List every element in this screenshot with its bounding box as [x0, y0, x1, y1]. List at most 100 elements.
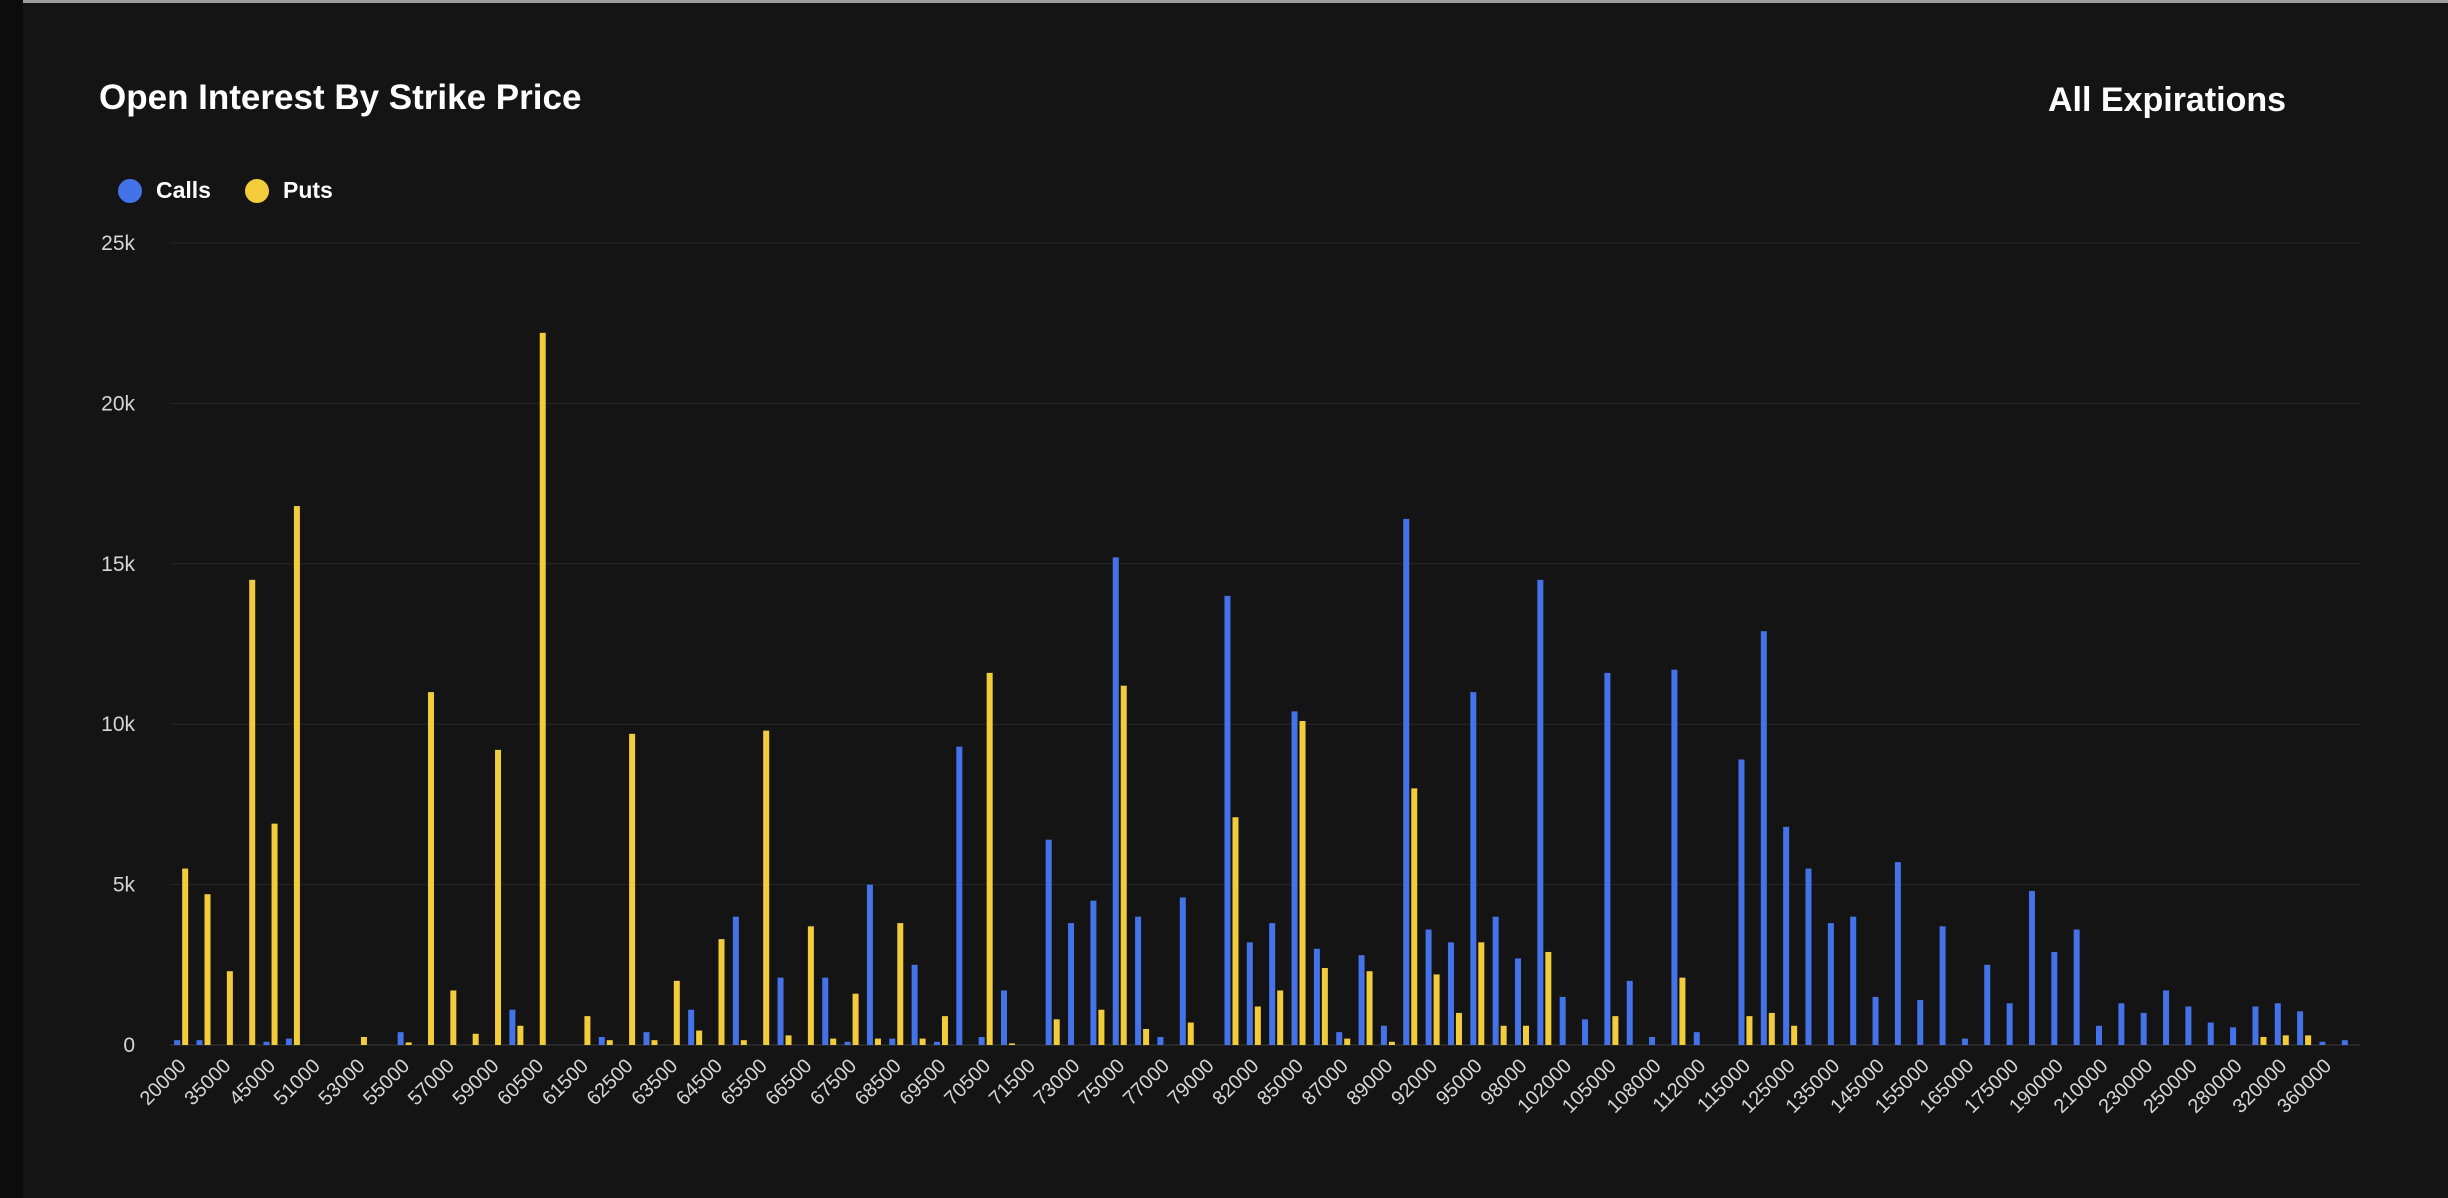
bar-puts: [1254, 1006, 1261, 1045]
bar-puts: [1344, 1038, 1351, 1045]
chart-legend: Calls Puts: [118, 177, 367, 204]
expiration-filter[interactable]: All Expirations: [2048, 81, 2287, 119]
bar-calls: [1760, 631, 1767, 1045]
bar-calls: [2118, 1003, 2125, 1045]
bar-calls: [643, 1032, 650, 1045]
bar-calls: [889, 1038, 896, 1045]
bar-calls: [1738, 759, 1745, 1045]
bar-puts: [293, 506, 300, 1045]
x-tick-label: 62500: [583, 1055, 638, 1110]
bar-puts: [1791, 1025, 1798, 1045]
bar-calls: [1313, 948, 1320, 1045]
bar-calls: [2140, 1012, 2147, 1045]
bar-calls: [1403, 518, 1410, 1045]
bar-calls: [1001, 990, 1008, 1045]
bar-puts: [897, 923, 904, 1045]
bar-puts: [1009, 1043, 1016, 1045]
bar-puts: [1411, 788, 1418, 1045]
bar-puts: [874, 1038, 881, 1045]
bar-calls: [1961, 1038, 1968, 1045]
bar-puts: [2305, 1035, 2312, 1045]
bar-puts: [1053, 1019, 1060, 1045]
x-tick-label: 82000: [1208, 1055, 1263, 1110]
window-top-edge: [0, 0, 2448, 3]
bar-puts: [740, 1040, 747, 1045]
x-tick-label: 92000: [1387, 1055, 1442, 1110]
x-tick-label: 87000: [1298, 1055, 1353, 1110]
bar-puts: [584, 1016, 591, 1045]
bar-calls: [1850, 916, 1857, 1045]
x-tick-label: 51000: [270, 1055, 325, 1110]
bar-calls: [1917, 1000, 1924, 1045]
bar-puts: [1768, 1012, 1775, 1045]
x-tick-label: 69500: [896, 1055, 951, 1110]
bar-puts: [450, 990, 457, 1045]
bar-puts: [941, 1016, 948, 1045]
bar-calls: [1604, 672, 1611, 1045]
bar-calls: [1358, 955, 1365, 1045]
bar-calls: [1470, 692, 1477, 1045]
bar-puts: [1187, 1022, 1194, 1045]
bar-calls: [598, 1036, 605, 1045]
x-tick-label: 85000: [1253, 1055, 1308, 1110]
y-tick-label: 0: [123, 1034, 135, 1057]
x-tick-label: 67500: [806, 1055, 861, 1110]
bar-puts: [1746, 1016, 1753, 1045]
bar-calls: [2230, 1027, 2237, 1045]
bar-calls: [1559, 996, 1566, 1045]
bar-puts: [271, 823, 278, 1045]
bar-puts: [718, 939, 725, 1045]
bar-puts: [249, 579, 256, 1045]
bar-puts: [472, 1033, 479, 1045]
bar-calls: [1269, 923, 1276, 1045]
bar-puts: [1388, 1041, 1395, 1045]
bar-calls: [1135, 916, 1142, 1045]
bar-puts: [1500, 1025, 1507, 1045]
bar-puts: [606, 1040, 613, 1045]
bar-calls: [1447, 942, 1454, 1045]
x-tick-label: 20000: [136, 1055, 191, 1110]
bar-calls: [2252, 1006, 2259, 1045]
bar-calls: [844, 1041, 851, 1045]
bar-puts: [517, 1025, 524, 1045]
bar-puts: [1321, 968, 1328, 1045]
bar-calls: [2274, 1003, 2281, 1045]
bar-calls: [1827, 923, 1834, 1045]
x-tick-label: 45000: [225, 1055, 280, 1110]
legend-item-puts[interactable]: Puts: [244, 177, 333, 204]
bar-calls: [1671, 669, 1678, 1045]
bar-puts: [1679, 977, 1686, 1045]
bar-puts: [696, 1030, 703, 1045]
y-tick-label: 15k: [101, 553, 135, 576]
legend-dot-calls: [118, 178, 142, 203]
bar-puts: [807, 926, 814, 1045]
bar-puts: [495, 749, 502, 1045]
bar-puts: [763, 730, 770, 1045]
bar-puts: [629, 733, 636, 1045]
bar-calls: [1872, 996, 1879, 1045]
legend-item-calls[interactable]: Calls: [118, 177, 211, 204]
bar-puts: [1120, 685, 1127, 1045]
x-tick-label: 65500: [717, 1055, 772, 1110]
bar-calls: [2163, 990, 2170, 1045]
bar-calls: [822, 977, 829, 1045]
bar-calls: [1425, 929, 1432, 1045]
bar-puts: [1277, 990, 1284, 1045]
x-tick-label: 75000: [1074, 1055, 1129, 1110]
bar-puts: [673, 980, 680, 1045]
bar-puts: [427, 692, 434, 1045]
bar-calls: [911, 964, 918, 1045]
legend-dot-puts: [244, 178, 269, 203]
bar-calls: [1112, 557, 1119, 1045]
bar-puts: [182, 868, 189, 1045]
bar-calls: [1224, 595, 1231, 1045]
bar-calls: [2051, 951, 2058, 1045]
bar-calls: [1157, 1036, 1164, 1045]
bar-puts: [2260, 1036, 2267, 1045]
bar-calls: [1894, 862, 1901, 1045]
bar-calls: [1626, 980, 1633, 1045]
y-tick-label: 10k: [101, 713, 135, 736]
bar-calls: [1090, 900, 1097, 1045]
bar-puts: [1455, 1012, 1462, 1045]
bar-puts: [1612, 1016, 1619, 1045]
